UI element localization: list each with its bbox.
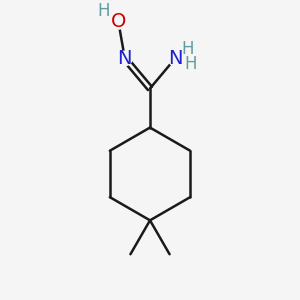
Circle shape [168,51,182,66]
Circle shape [118,51,132,66]
Text: H: H [184,55,197,73]
Text: H: H [181,40,194,58]
Text: N: N [168,49,182,68]
Circle shape [111,15,126,29]
Text: H: H [97,2,110,20]
Text: O: O [111,12,126,31]
Text: N: N [118,49,132,68]
